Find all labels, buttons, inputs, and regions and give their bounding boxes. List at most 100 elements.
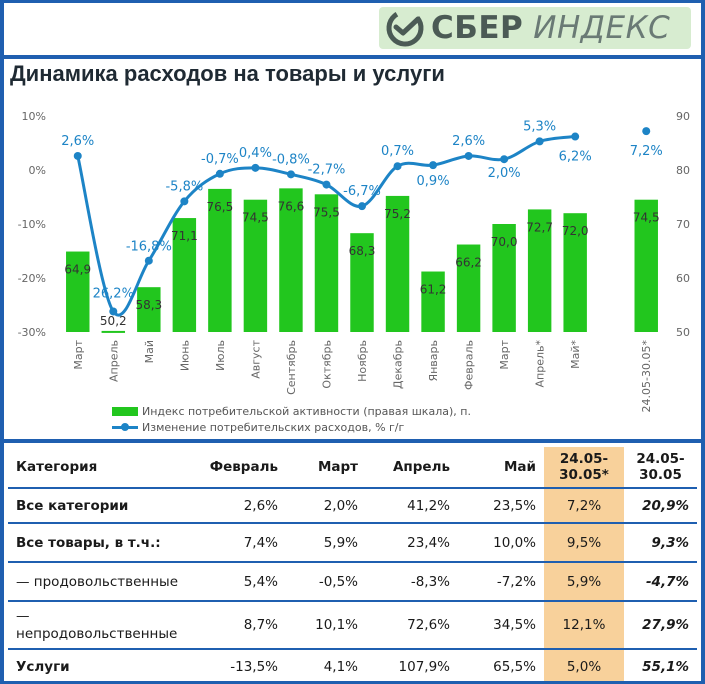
cell-may: 23,5%	[458, 487, 544, 523]
bar-value-label: 74,5	[633, 211, 660, 225]
line-point	[144, 256, 153, 265]
bar	[634, 199, 658, 332]
row-category: Все товары, в т.ч.:	[8, 522, 188, 562]
header-week-line2: 30.05	[639, 467, 682, 483]
cell-may: 10,0%	[458, 522, 544, 562]
bar-value-label: 75,2	[384, 207, 411, 221]
x-axis-tick-label: Июнь	[178, 340, 191, 371]
cell-week: 20,9%	[624, 487, 697, 523]
legend-item-bars: Индекс потребительской активности (права…	[112, 403, 471, 419]
line-point	[358, 202, 366, 211]
cell-week-est: 5,9%	[544, 561, 624, 601]
table-row: Все товары, в т.ч.: 7,4% 5,9% 23,4% 10,0…	[8, 522, 697, 562]
bar-value-label: 76,5	[207, 200, 234, 214]
row-category: — продовольственные	[8, 561, 188, 601]
header-may: Май	[503, 459, 536, 475]
x-axis-tick-label: Май	[143, 340, 156, 363]
line-value-label: 26,2%	[93, 286, 134, 301]
header-week: 24.05- 30.05	[624, 447, 697, 488]
cell-apr: 107,9%	[366, 648, 458, 681]
x-axis-tick-label: Июль	[214, 340, 227, 371]
bar	[385, 195, 410, 332]
row-category: — непродовольственные	[8, 600, 188, 649]
header-week-est-line1: 24.05-	[559, 451, 609, 467]
cell-feb: -13,5%	[188, 648, 286, 681]
line-point	[642, 127, 651, 136]
bar-value-label: 71,1	[171, 229, 198, 243]
x-axis-tick-label: Декабрь	[392, 340, 405, 389]
cell-feb: 2,6%	[188, 487, 286, 523]
cell-week: -4,7%	[624, 561, 697, 601]
cell-feb: 7,4%	[188, 522, 286, 562]
cell-apr: -8,3%	[366, 561, 458, 601]
x-axis-tick-label: Октябрь	[320, 340, 333, 389]
bar-value-label: 75,5	[313, 205, 340, 219]
cell-mar: 4,1%	[286, 648, 366, 681]
bar	[137, 287, 161, 332]
bar	[314, 194, 339, 332]
bar	[563, 213, 587, 332]
spending-table: Категория Февраль Март Апрель Май 24.05-…	[8, 447, 697, 681]
header-week-est: 24.05- 30.05*	[544, 447, 624, 488]
bar-value-label: 76,6	[278, 199, 305, 213]
x-axis-tick-label: Ноябрь	[356, 340, 369, 382]
right-axis-tick-label: 50	[676, 326, 690, 339]
line-value-label: -5,8%	[165, 179, 203, 194]
line-point	[464, 151, 473, 160]
right-axis-tick-label: 80	[676, 164, 690, 177]
chart-panel: СБЕР ИНДЕКС Динамика расходов на товары …	[4, 3, 701, 439]
cell-week: 9,3%	[624, 522, 697, 562]
bar	[66, 251, 90, 332]
left-axis-tick-label: 10%	[22, 110, 46, 123]
table-row: Услуги -13,5% 4,1% 107,9% 65,5% 5,0% 55,…	[8, 648, 697, 681]
cell-week-est: 5,0%	[544, 648, 624, 681]
bar	[527, 209, 552, 332]
table-row: Все категории 2,6% 2,0% 41,2% 23,5% 7,2%…	[8, 487, 697, 523]
line-value-label: -0,7%	[201, 152, 239, 167]
line-value-label: 2,6%	[452, 134, 485, 149]
left-axis-tick-label: 0%	[29, 164, 46, 177]
header-mar: Март	[317, 459, 358, 475]
line-point	[393, 162, 402, 171]
brand-index-text: ИНДЕКС	[533, 10, 671, 46]
x-axis-tick-label: Январь	[427, 340, 440, 382]
cell-mar: 2,0%	[286, 487, 366, 523]
legend: Индекс потребительской активности (права…	[112, 403, 471, 435]
legend-item-line: Изменение потребительских расходов, % г/…	[112, 419, 471, 435]
x-axis-tick-label: 24.05-30.05*	[640, 340, 653, 413]
bar-value-label: 68,3	[349, 244, 376, 258]
line-point	[429, 161, 438, 170]
cell-apr: 72,6%	[366, 600, 458, 649]
line-value-label: 2,6%	[61, 134, 94, 149]
x-axis-tick-label: Сентябрь	[285, 340, 298, 395]
bar	[101, 330, 126, 333]
legend-line-swatch	[112, 422, 138, 431]
cell-apr: 23,4%	[366, 522, 458, 562]
line-point	[500, 155, 509, 164]
table-row: — непродовольственные 8,7% 10,1% 72,6% 34…	[8, 600, 697, 649]
line-point	[571, 132, 580, 141]
bar	[279, 188, 303, 332]
line-point	[180, 197, 189, 206]
row-category: Все категории	[8, 487, 188, 523]
x-axis-tick-label: Май*	[569, 340, 582, 369]
x-axis-tick-label: Март	[498, 339, 511, 369]
bar	[421, 271, 445, 332]
chart-title: Динамика расходов на товары и услуги	[10, 61, 445, 86]
bar-value-label: 58,3	[135, 298, 162, 312]
line-value-label: -2,7%	[308, 163, 346, 178]
line-value-label: 5,3%	[523, 119, 556, 134]
bar-value-label: 72,7	[526, 220, 553, 234]
header-feb: Февраль	[209, 459, 278, 475]
bar	[492, 224, 516, 332]
cell-may: 65,5%	[458, 648, 544, 681]
bar-value-label: 61,2	[420, 283, 447, 297]
line-value-label: 6,2%	[559, 150, 592, 165]
x-axis-tick-label: Март	[72, 339, 85, 369]
right-axis-tick-label: 90	[676, 110, 690, 123]
cell-may: -7,2%	[458, 561, 544, 601]
line-point	[535, 137, 544, 146]
cell-feb: 5,4%	[188, 561, 286, 601]
line-value-label: 0,7%	[381, 144, 414, 159]
table-panel: Категория Февраль Март Апрель Май 24.05-…	[4, 443, 701, 681]
